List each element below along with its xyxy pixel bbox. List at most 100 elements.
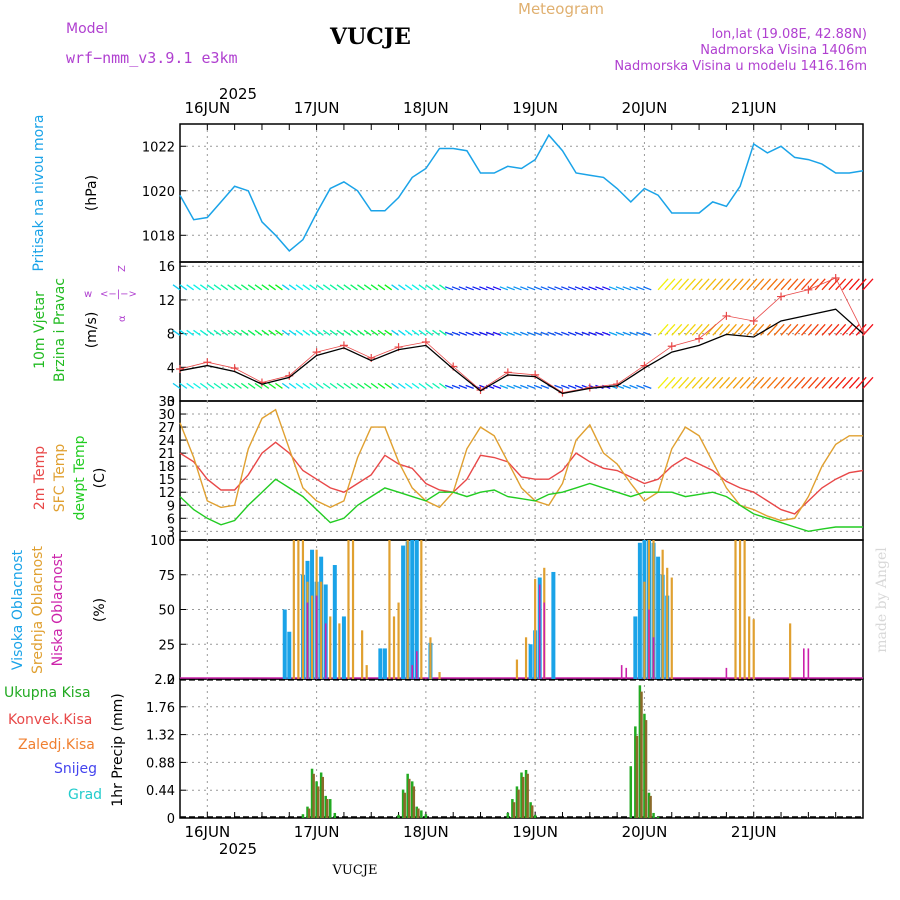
wind-barb — [234, 284, 242, 291]
cloud-bar — [292, 540, 295, 679]
wind-barb — [472, 286, 481, 291]
wind-barb — [608, 331, 618, 336]
wind-barb — [842, 376, 853, 389]
precip-bar — [301, 814, 305, 818]
cloud-bar — [361, 630, 364, 679]
y-tick-label: 12 — [158, 294, 175, 309]
wind-barb — [712, 323, 724, 336]
precip-bar — [511, 799, 514, 818]
cloud-bar — [329, 616, 332, 679]
cloud-bar — [738, 540, 742, 679]
wind-barb — [322, 329, 331, 336]
wind-barb — [643, 286, 652, 291]
wind-barb — [391, 284, 399, 291]
cloud-bar — [648, 609, 650, 679]
y-tick-label: 75 — [158, 569, 175, 584]
wind-barb — [615, 286, 625, 291]
wind-barb — [343, 329, 352, 336]
wind-barb — [678, 376, 690, 389]
wind-barb — [814, 376, 826, 389]
wind-compass: Zw <−|−> α — [84, 265, 137, 322]
wind-barb — [636, 384, 645, 389]
y-tick-label: 27 — [158, 421, 175, 436]
pressure-ylabel: (hPa) — [84, 175, 100, 211]
wind-barb — [773, 323, 785, 336]
temp-title-sfc: SFC Temp — [52, 444, 68, 513]
precip-bar — [315, 781, 318, 818]
cloud-bar — [411, 665, 414, 679]
cloud-bar — [620, 665, 623, 679]
top-day-label: 16JUN — [184, 99, 230, 117]
cloud-bar — [803, 648, 805, 679]
wind-barb — [275, 284, 283, 291]
wind-barb — [281, 329, 290, 336]
wind-barb — [479, 331, 488, 336]
wind-barb — [384, 284, 393, 291]
wind-barb — [302, 329, 311, 336]
wind-barb — [725, 376, 737, 389]
wind-barb — [760, 376, 772, 389]
wind-barb — [363, 284, 372, 291]
wind-barb — [780, 323, 792, 336]
precip-bar — [408, 778, 411, 818]
wind-barb — [828, 323, 840, 336]
wind-barb — [193, 329, 201, 336]
wind-barb — [268, 382, 276, 389]
precip-bar — [649, 795, 652, 818]
wind-speed-dotted — [179, 277, 864, 394]
wind-barb — [432, 382, 440, 389]
wind-barb — [787, 323, 799, 336]
wind-barb — [773, 376, 785, 389]
wind-barb — [357, 382, 365, 389]
wind-barb — [316, 329, 324, 336]
cloud-bar — [315, 595, 318, 679]
wind-barb — [329, 284, 338, 291]
wind-barb — [821, 376, 833, 389]
wind-barb — [370, 284, 379, 291]
wind-barb — [766, 323, 778, 336]
bottom-day-label: 17JUN — [294, 823, 340, 841]
y-tick-label: 0 — [167, 395, 175, 410]
y-tick-label: 3 — [167, 525, 175, 540]
cloud-bar — [652, 540, 655, 679]
wind-barb — [179, 382, 188, 389]
wind-barb — [247, 284, 256, 291]
wind-barb — [499, 331, 509, 336]
wind-barb — [398, 284, 406, 291]
cloud-bar — [415, 651, 418, 679]
wind-barb — [316, 382, 324, 389]
compass-z: Z — [117, 265, 128, 272]
wind-barb — [520, 286, 529, 291]
wind-barb — [425, 329, 434, 336]
compass-alpha: α — [117, 315, 128, 322]
wind-barb — [671, 323, 683, 336]
wind-barb — [574, 331, 584, 336]
wind-barb — [794, 323, 806, 336]
wind-barb — [862, 376, 874, 389]
wind-barb — [787, 376, 799, 389]
wind-barb — [220, 329, 229, 336]
wind-barb — [438, 284, 447, 291]
wind-barb — [622, 331, 632, 336]
cloud-bar — [752, 619, 755, 679]
y-tick-label: 1018 — [142, 229, 175, 244]
wind-barb — [787, 278, 799, 291]
precip-bar — [521, 776, 525, 818]
wind-barb — [608, 286, 618, 291]
precip-bar — [406, 773, 409, 818]
cloud-bar — [652, 637, 655, 679]
wind-barb — [554, 286, 563, 291]
precip-bar — [506, 812, 510, 818]
wind-barb — [753, 376, 765, 389]
wind-barb — [739, 376, 751, 389]
precip-bar — [656, 816, 660, 818]
wind-barb — [513, 286, 522, 291]
wind-barb — [329, 382, 338, 389]
wind-barb — [684, 376, 696, 389]
precip-bar — [520, 772, 523, 818]
wind-barb — [705, 278, 717, 291]
wind-barb — [807, 376, 819, 389]
wind-barb — [691, 323, 703, 336]
precip-bar — [415, 806, 419, 818]
precip-bar — [640, 691, 643, 818]
